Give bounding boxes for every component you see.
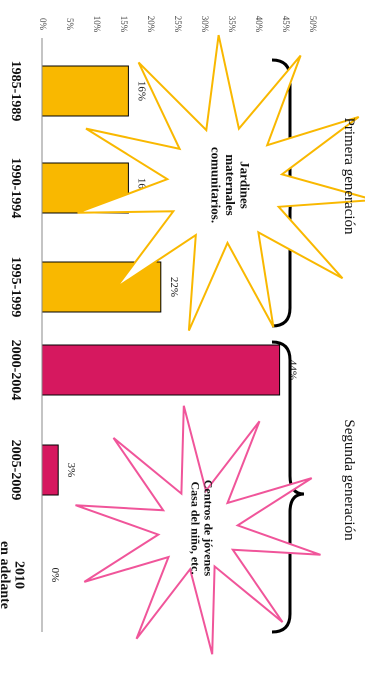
category-label: 2010en adelante [0, 541, 27, 609]
category-label: 2000-2004 [8, 340, 23, 401]
category-label: 1990-1994 [8, 158, 23, 219]
note-segunda: Centros de jóvenesCasa del niño, etc. [188, 480, 215, 577]
y-tick-label: 5% [65, 18, 75, 31]
bracket-segunda [271, 340, 305, 634]
value-label: 0% [49, 568, 61, 583]
y-tick-label: 40% [254, 16, 264, 33]
group-label-segunda: Segunda generación [341, 419, 357, 541]
starburst-segunda [75, 405, 321, 655]
category-label: 1995-1999 [8, 257, 23, 318]
category-label: 2005-2009 [8, 440, 23, 501]
bar-4 [41, 444, 59, 496]
y-tick-label: 0% [38, 18, 48, 31]
y-tick-label: 25% [173, 16, 183, 33]
value-label: 16% [135, 81, 147, 101]
y-tick-label: 50% [308, 16, 318, 33]
bar-0 [41, 65, 129, 117]
starburst-primera [77, 34, 365, 332]
category-labels-layer: 1985-1989 1990-1994 1995-1999 2000-2004 2005… [0, 61, 27, 609]
value-label: 22% [168, 277, 180, 297]
annotations-layer: Primera generación Segunda generación Jard… [75, 34, 365, 655]
note-primera: Jardinesmaternalescomunitarios. [209, 147, 253, 223]
group-label-primera: Primera generación [341, 117, 357, 235]
category-label: 1985-1989 [8, 61, 23, 122]
y-ticks-layer: 0% 5% 10% 15% 20% 25% 30% 35% 40% 45% 50% [38, 16, 318, 632]
y-tick-label: 20% [146, 16, 156, 33]
y-tick-label: 15% [119, 16, 129, 33]
y-tick-label: 45% [281, 16, 291, 33]
y-tick-label: 30% [200, 16, 210, 33]
bars-layer [41, 65, 281, 496]
y-tick-label: 35% [227, 16, 237, 33]
bar-3 [41, 344, 281, 396]
value-label: 3% [65, 463, 77, 478]
value-label: 44% [287, 360, 299, 380]
y-tick-label: 10% [92, 16, 102, 33]
